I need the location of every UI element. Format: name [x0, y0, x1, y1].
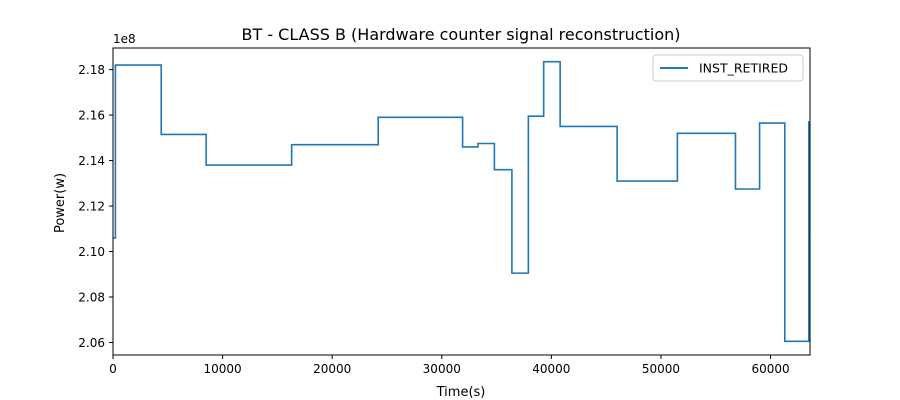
plot-area-frame: [112, 47, 811, 356]
chart-title: BT - CLASS B (Hardware counter signal re…: [241, 25, 680, 44]
legend: INST_RETIRED: [652, 54, 804, 82]
y-tick-label: 2.12: [78, 200, 105, 214]
legend-label-inst-retired: INST_RETIRED: [699, 61, 788, 76]
y-tick-label: 2.14: [78, 154, 105, 168]
y-tick-label: 2.16: [78, 109, 105, 123]
x-tick-label: 60000: [751, 362, 789, 376]
x-tick-label: 0: [109, 362, 117, 376]
x-axis-label: Time(s): [436, 385, 486, 400]
y-axis-ticks: 2.06 2.08 2.10 2.12 2.14 2.16 2.18: [78, 63, 113, 350]
y-tick-label: 2.10: [78, 245, 105, 259]
y-tick-label: 2.08: [78, 291, 105, 305]
x-tick-label: 50000: [642, 362, 680, 376]
y-axis-label: Power(w): [53, 173, 68, 233]
series-line-inst-retired: [113, 60, 810, 343]
x-tick-label: 20000: [313, 362, 351, 376]
x-tick-label: 30000: [423, 362, 461, 376]
y-tick-label: 2.06: [78, 336, 105, 350]
legend-box: [652, 54, 804, 82]
y-tick-label: 2.18: [78, 63, 105, 77]
x-axis-ticks: 0 10000 20000 30000 40000 50000 60000: [109, 355, 790, 376]
y-axis-offset-label: 1e8: [113, 32, 136, 46]
x-tick-label: 40000: [532, 362, 570, 376]
x-tick-label: 10000: [203, 362, 241, 376]
